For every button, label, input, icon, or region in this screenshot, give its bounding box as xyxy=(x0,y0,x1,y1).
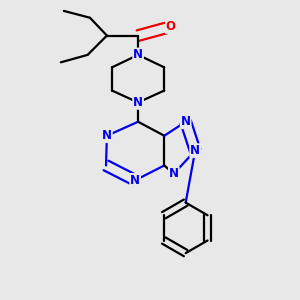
Text: N: N xyxy=(130,174,140,187)
Text: O: O xyxy=(166,20,176,33)
Text: N: N xyxy=(102,129,112,142)
Text: N: N xyxy=(133,96,143,109)
Text: N: N xyxy=(190,144,200,157)
Text: N: N xyxy=(181,115,191,128)
Text: N: N xyxy=(133,48,143,62)
Text: N: N xyxy=(169,167,179,180)
